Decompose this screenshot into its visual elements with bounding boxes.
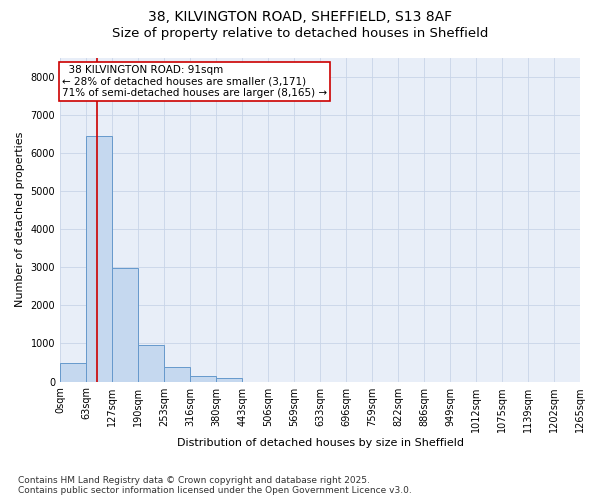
Bar <box>112 268 138 382</box>
Text: Contains HM Land Registry data © Crown copyright and database right 2025.
Contai: Contains HM Land Registry data © Crown c… <box>18 476 412 495</box>
Bar <box>164 368 190 382</box>
Y-axis label: Number of detached properties: Number of detached properties <box>15 132 25 307</box>
Bar <box>190 376 216 382</box>
Bar <box>216 378 242 382</box>
Bar <box>60 363 86 382</box>
Bar <box>86 136 112 382</box>
Bar <box>138 346 164 382</box>
Text: Size of property relative to detached houses in Sheffield: Size of property relative to detached ho… <box>112 28 488 40</box>
X-axis label: Distribution of detached houses by size in Sheffield: Distribution of detached houses by size … <box>176 438 464 448</box>
Text: 38, KILVINGTON ROAD, SHEFFIELD, S13 8AF: 38, KILVINGTON ROAD, SHEFFIELD, S13 8AF <box>148 10 452 24</box>
Text: 38 KILVINGTON ROAD: 91sqm
← 28% of detached houses are smaller (3,171)
71% of se: 38 KILVINGTON ROAD: 91sqm ← 28% of detac… <box>62 65 327 98</box>
